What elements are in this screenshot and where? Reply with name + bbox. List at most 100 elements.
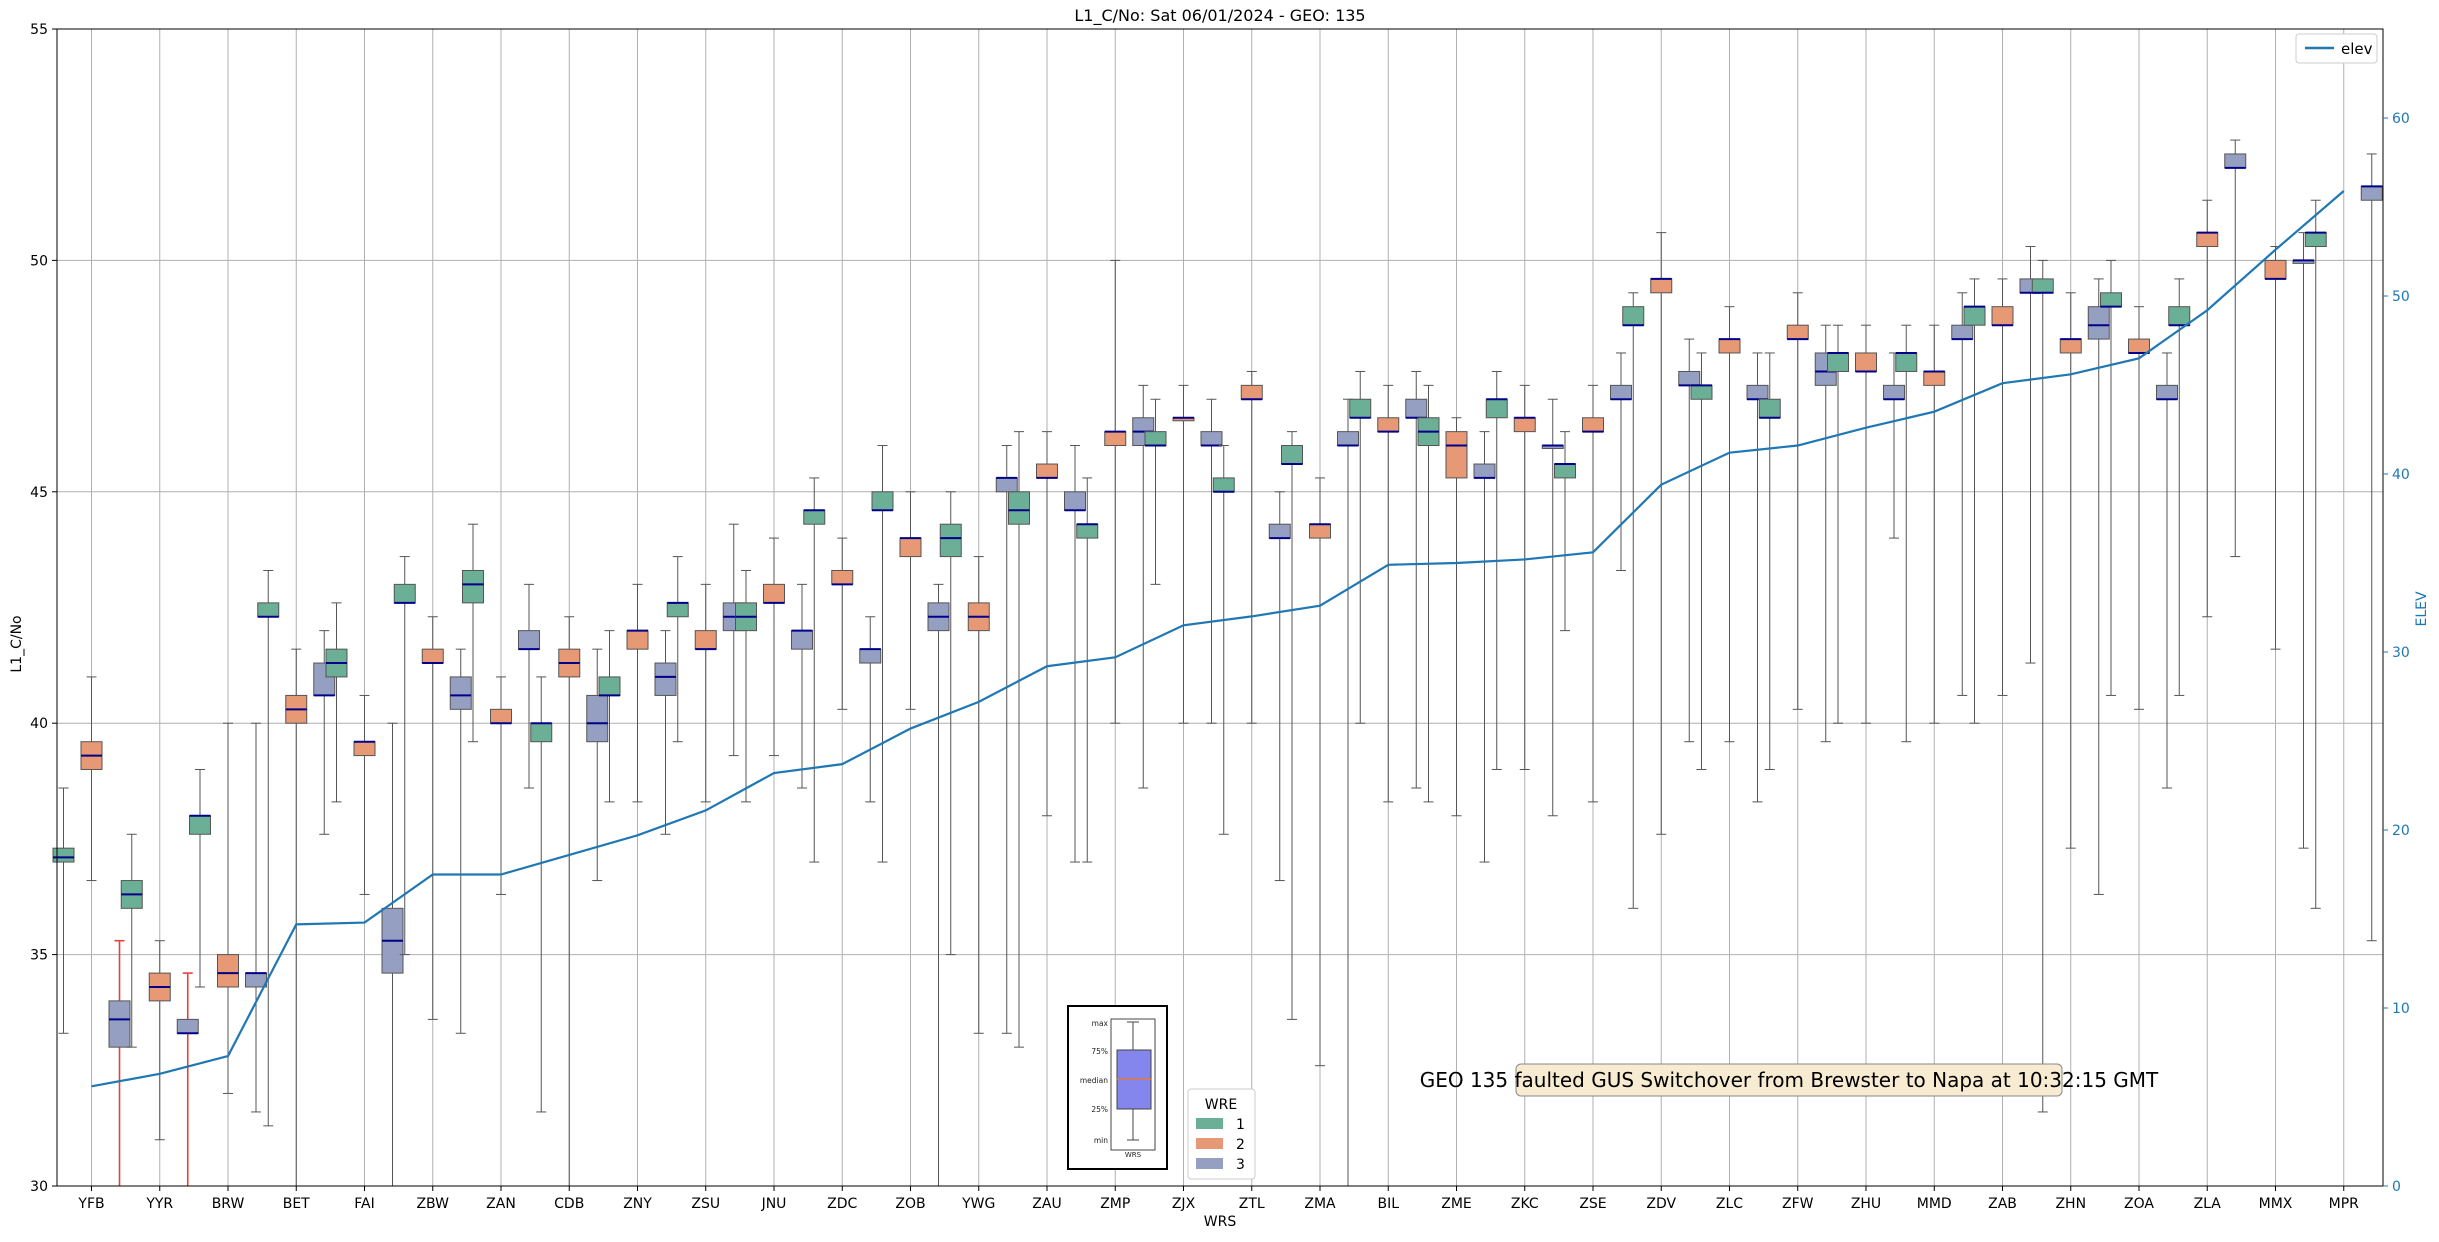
- box-brw-wre3: [246, 723, 267, 1112]
- x-tick-label: ZAB: [1988, 1196, 2017, 1212]
- box-zjx-wre2: [1173, 385, 1194, 723]
- box-body: [2305, 233, 2326, 247]
- x-tick-label: ZOB: [895, 1196, 925, 1212]
- y-tick-label: 55: [30, 22, 48, 38]
- wre-legend-label: 2: [1236, 1137, 1245, 1153]
- y-axis-label: L1_C/No: [9, 615, 25, 672]
- box-body: [1651, 279, 1672, 293]
- wre-legend-label: 1: [1236, 1117, 1245, 1133]
- wre-legend-label: 3: [1236, 1157, 1245, 1173]
- box-ztl-wre2: [1241, 371, 1262, 723]
- box-mmd-wre3: [1952, 293, 1973, 696]
- box-bil-wre2: [1378, 385, 1399, 802]
- box-zma-wre1: [1282, 432, 1303, 1020]
- box-mmx-wre2: [2265, 247, 2286, 650]
- box-body: [2157, 385, 2178, 399]
- y2-tick-label: 60: [2392, 111, 2410, 127]
- y-tick-label: 45: [30, 485, 48, 501]
- box-body: [1282, 446, 1303, 465]
- box-body: [2101, 293, 2122, 307]
- box-zma-wre3: [1338, 399, 1359, 1186]
- box-zau-wre2: [1037, 432, 1058, 816]
- box-body: [2088, 307, 2109, 339]
- x-tick-label: ZME: [1441, 1196, 1472, 1212]
- y2-tick-label: 40: [2392, 467, 2410, 483]
- box-zjx-wre3: [1201, 399, 1222, 723]
- x-tick-label: YYR: [145, 1196, 173, 1212]
- box-body: [900, 538, 921, 557]
- box-zan-wre2: [491, 677, 512, 895]
- y2-tick-label: 20: [2392, 823, 2410, 839]
- box-zlc-wre1: [1691, 353, 1712, 770]
- box-body: [1884, 385, 1905, 399]
- box-zla-wre1: [2169, 279, 2190, 696]
- box-body: [1719, 339, 1740, 353]
- wre-legend-swatch: [1196, 1118, 1223, 1129]
- x-tick-label: BET: [283, 1196, 310, 1212]
- box-body: [1759, 399, 1780, 418]
- box-body: [1201, 432, 1222, 446]
- box-body: [1077, 524, 1098, 538]
- box-jnu-wre3: [792, 584, 813, 788]
- elev-legend: elev: [2296, 34, 2377, 63]
- box-fai-wre2: [354, 695, 375, 894]
- box-zfw-wre1: [1759, 353, 1780, 770]
- box-zab-wre2: [1992, 279, 2013, 696]
- wre-legend-swatch: [1196, 1158, 1223, 1169]
- box-body: [996, 478, 1017, 492]
- box-zsu-wre1: [667, 557, 688, 742]
- box-body: [1105, 432, 1126, 446]
- box-zny-wre2: [627, 584, 648, 802]
- box-body: [1241, 385, 1262, 399]
- box-body: [587, 695, 608, 741]
- box-body: [1623, 307, 1644, 326]
- box-cdb-wre1: [531, 677, 552, 1112]
- box-yfb-wre1: [53, 788, 74, 1033]
- box-body: [1787, 325, 1808, 339]
- box-body: [1145, 432, 1166, 446]
- box-zkc-wre3: [1542, 399, 1563, 816]
- box-zme-wre3: [1474, 432, 1495, 862]
- x-tick-label: ZKC: [1511, 1196, 1539, 1212]
- y2-tick-label: 0: [2392, 1179, 2401, 1195]
- x-tick-label: ZJX: [1172, 1196, 1196, 1212]
- box-ztl-wre1: [1213, 446, 1234, 835]
- box-zse-wre3: [1611, 353, 1632, 571]
- box-yfb-wre2: [81, 677, 102, 881]
- box-body: [2265, 260, 2286, 279]
- box-zsu-wre3: [723, 524, 744, 755]
- box-body: [1828, 353, 1849, 372]
- box-zdc-wre1: [804, 478, 825, 862]
- box-bet-wre2: [286, 649, 307, 1186]
- box-zbw-wre2: [422, 617, 443, 1020]
- box-body: [246, 973, 267, 987]
- x-tick-label: ZHN: [2055, 1196, 2086, 1212]
- box-body: [519, 631, 540, 650]
- box-body: [655, 663, 676, 695]
- box-body: [1555, 464, 1576, 478]
- box-body: [940, 524, 961, 556]
- box-body: [2129, 339, 2150, 353]
- box-body: [1514, 418, 1535, 432]
- x-tick-label: ZFW: [1782, 1196, 1814, 1212]
- box-ywg-wre3: [996, 446, 1017, 1034]
- box-zob-wre3: [928, 584, 949, 1186]
- x-tick-label: BRW: [212, 1196, 245, 1212]
- x-tick-label: YWG: [961, 1196, 995, 1212]
- box-body: [1924, 371, 1945, 385]
- annotation-box: GEO 135 faulted GUS Switchover from Brew…: [1420, 1064, 2159, 1096]
- wre-legend-title: WRE: [1205, 1097, 1237, 1113]
- x-tick-label: ZHU: [1851, 1196, 1881, 1212]
- x-tick-label: BIL: [1377, 1196, 1399, 1212]
- box-yfb-wre3: [109, 941, 130, 1186]
- x-axis-label: WRS: [1204, 1214, 1237, 1230]
- box-body: [792, 631, 813, 650]
- box-body: [1583, 418, 1604, 432]
- box-body: [109, 1001, 130, 1047]
- box-zhu-wre2: [1856, 325, 1877, 723]
- box-zoa-wre2: [2129, 307, 2150, 710]
- box-zab-wre1: [1964, 279, 1985, 723]
- x-tick-label: ZAU: [1032, 1196, 1061, 1212]
